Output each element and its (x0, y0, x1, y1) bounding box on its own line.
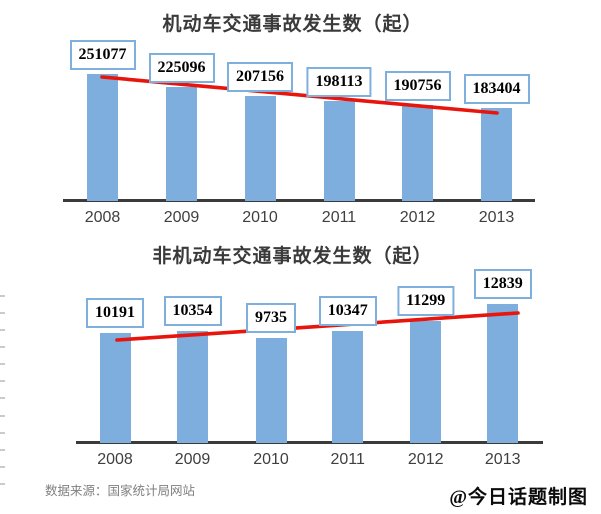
x-axis-label-2008: 2008 (97, 451, 133, 468)
value-label-2009: 225096 (148, 53, 215, 84)
x-axis-label-2010: 2010 (253, 451, 289, 468)
x-axis-label-2013: 2013 (484, 451, 521, 468)
y-axis-tick-artifact (0, 311, 5, 314)
x-axis-label-2011: 2011 (330, 451, 365, 468)
watermark-credit: @今日话题制图 (449, 487, 588, 508)
value-label-2011: 10347 (318, 296, 377, 327)
y-axis-tick-artifact (0, 483, 5, 486)
y-axis-tick-artifact (0, 414, 5, 417)
y-axis-tick-artifact (0, 363, 5, 366)
value-label-2010: 207156 (227, 62, 293, 93)
bar-2009 (166, 87, 197, 201)
motor-accidents-chart-title: 机动车交通事故发生数（起） (162, 14, 423, 35)
nonmotor-accidents-chart-title: 非机动车交通事故发生数（起） (152, 246, 433, 267)
bar-2008 (87, 74, 118, 201)
value-label-2013: 12839 (473, 269, 532, 300)
x-axis-label-2009: 2009 (174, 451, 211, 468)
value-label-2008: 251077 (69, 40, 136, 70)
y-axis-tick-artifact (0, 328, 5, 331)
y-axis-tick-artifact (0, 431, 5, 434)
y-axis-tick-artifact (0, 397, 5, 400)
value-label-2011: 198113 (306, 66, 372, 97)
bar-2012 (402, 104, 433, 201)
y-axis-tick-artifact (0, 294, 5, 297)
x-axis-label-2012: 2012 (407, 451, 444, 468)
data-source-note: 数据来源：国家统计局网站 (45, 484, 196, 498)
x-axis-label-2013: 2013 (478, 209, 515, 226)
x-axis-line (63, 199, 535, 202)
value-label-2012: 11299 (397, 286, 455, 316)
bar-2011 (323, 100, 355, 201)
bar-2008 (99, 333, 131, 443)
bar-2013 (481, 108, 512, 201)
x-axis-label-2010: 2010 (242, 209, 278, 226)
bar-2013 (487, 304, 519, 443)
x-axis-label-2008: 2008 (84, 209, 121, 226)
y-axis-tick-artifact (0, 466, 5, 468)
y-axis-tick-artifact (0, 380, 5, 383)
bar-2012 (410, 321, 442, 443)
value-label-2008: 10191 (86, 298, 144, 328)
bar-2010 (255, 337, 287, 443)
value-label-2013: 183404 (463, 74, 530, 105)
value-label-2009: 10354 (163, 296, 222, 327)
x-axis-line (76, 441, 543, 444)
x-axis-label-2011: 2011 (321, 209, 357, 226)
bar-2011 (332, 331, 364, 443)
value-label-2010: 9735 (246, 302, 296, 333)
bar-2010 (244, 96, 276, 201)
x-axis-label-2009: 2009 (163, 209, 200, 226)
y-axis-tick-artifact (0, 345, 5, 348)
bar-2009 (177, 331, 208, 443)
x-axis-label-2012: 2012 (399, 209, 436, 226)
y-axis-tick-artifact (0, 448, 5, 451)
value-label-2012: 190756 (384, 70, 451, 101)
